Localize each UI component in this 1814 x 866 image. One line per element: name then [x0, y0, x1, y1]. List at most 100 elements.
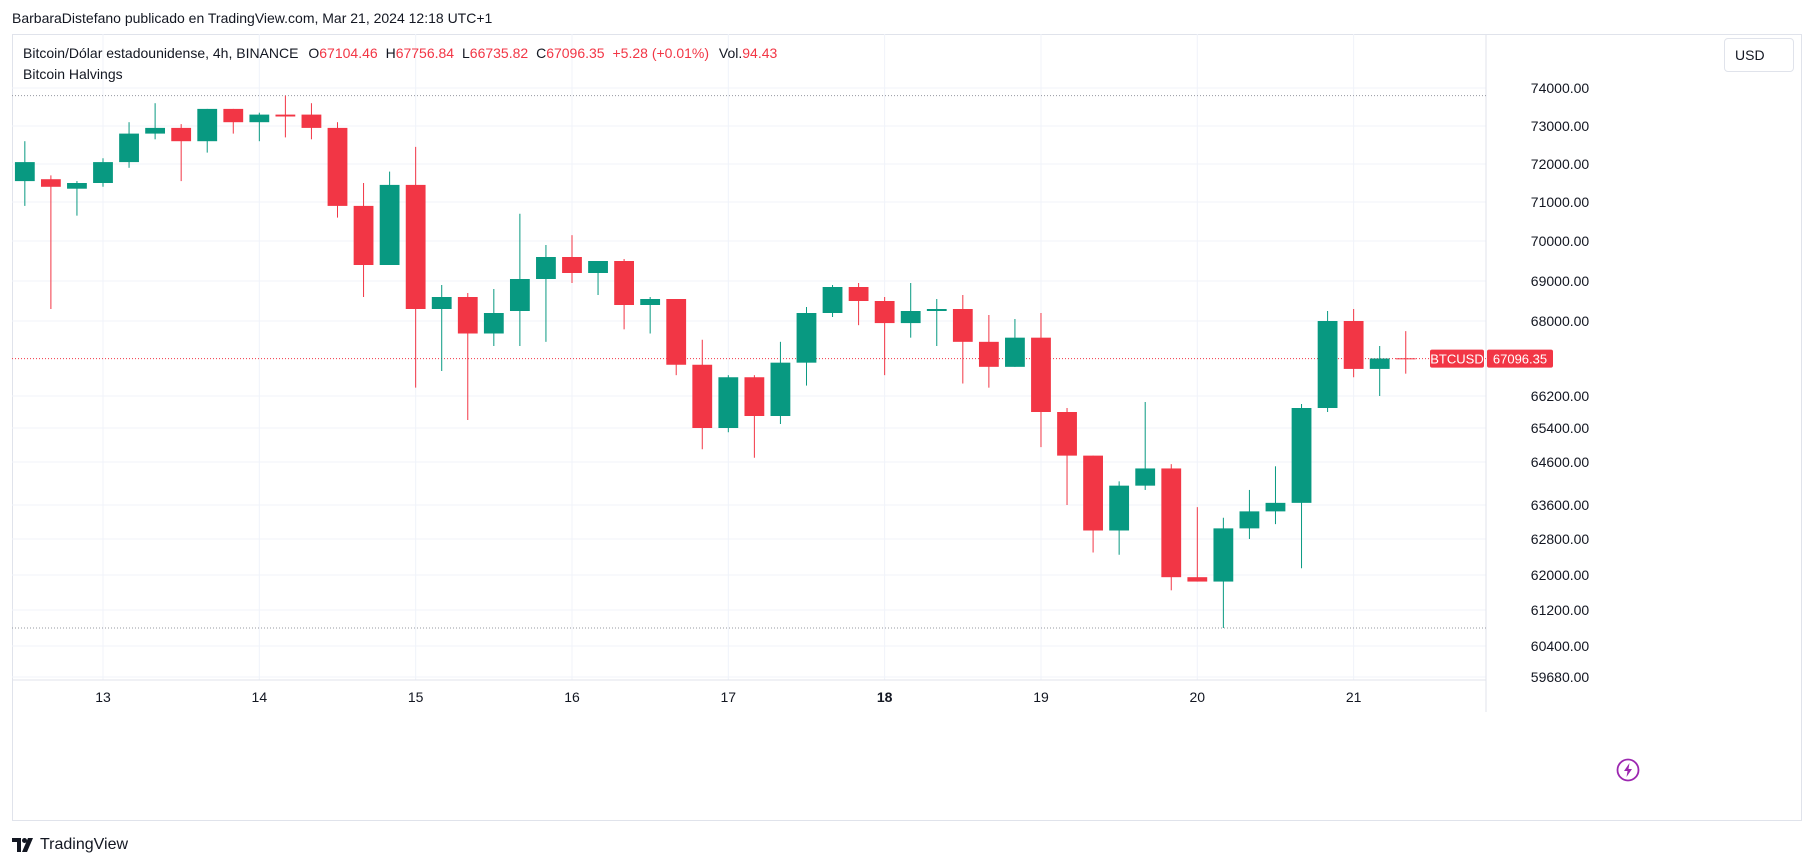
candle-body: [457, 297, 478, 334]
last-price-label-bg: [1487, 349, 1553, 368]
candle-body: [93, 162, 113, 183]
y-tick-label: 68000.00: [1531, 313, 1590, 329]
candle-body: [952, 309, 973, 342]
candle-body: [770, 362, 791, 416]
candle-body: [1109, 485, 1130, 531]
tradingview-branding[interactable]: TradingView: [12, 836, 128, 854]
y-tick-label: 69000.00: [1531, 273, 1590, 289]
y-tick-label: 62800.00: [1531, 531, 1590, 547]
candle-body: [874, 301, 895, 324]
candle-body: [1213, 528, 1234, 582]
symbol-tag-bg: [1430, 349, 1484, 368]
candle-body: [483, 313, 504, 334]
candle-body: [1343, 321, 1364, 369]
y-tick-label: 60400.00: [1531, 638, 1590, 654]
indicator-label[interactable]: Bitcoin Halvings: [23, 66, 123, 82]
candle-body: [145, 127, 166, 134]
y-tick-label: 74000.00: [1531, 80, 1590, 96]
candle-body: [119, 133, 139, 163]
y-tick-label: 72000.00: [1531, 156, 1590, 172]
low-label: L: [461, 45, 470, 61]
candle-body: [1005, 337, 1025, 367]
candle-body: [14, 162, 35, 182]
y-tick-label: 61200.00: [1531, 602, 1590, 618]
candle-body: [692, 364, 713, 428]
candle-body: [1031, 337, 1051, 412]
high-value: 67756.84: [395, 45, 455, 61]
x-tick-label: 16: [564, 689, 580, 705]
candle-body: [536, 257, 556, 279]
x-tick-label: 20: [1190, 689, 1206, 705]
x-tick-label: 14: [252, 689, 268, 705]
candle-body: [275, 114, 296, 117]
candle-body: [249, 114, 270, 123]
y-tick-label: 73000.00: [1531, 118, 1590, 134]
last-price-label: 67096.35: [1493, 352, 1547, 367]
candle-body: [978, 341, 999, 367]
y-tick-label: 62000.00: [1531, 567, 1590, 583]
candle-body: [900, 311, 921, 324]
candle-body: [353, 205, 374, 265]
candle-body: [1187, 577, 1208, 582]
y-tick-label: 65400.00: [1531, 420, 1590, 436]
candle-body: [822, 287, 843, 313]
candle-body: [67, 183, 87, 189]
candle-body: [796, 313, 817, 363]
candle-body: [327, 127, 348, 206]
candle-body: [666, 299, 687, 365]
candle-body: [40, 179, 61, 187]
candle-body: [1265, 502, 1286, 512]
close-label: C: [536, 45, 547, 61]
symbol-description: Bitcoin/Dólar estadounidense, 4h, BINANC…: [23, 45, 299, 61]
brand-name: TradingView: [40, 836, 129, 853]
low-value: 66735.82: [469, 45, 529, 61]
x-tick-label: 17: [721, 689, 737, 705]
candle-body: [1291, 408, 1312, 503]
candle-body: [301, 114, 322, 128]
y-tick-label: 66200.00: [1531, 388, 1590, 404]
tradingview-logo-icon: [12, 838, 33, 852]
candle-body: [1161, 468, 1182, 578]
lightning-icon[interactable]: [1616, 758, 1640, 782]
candle-body: [431, 297, 452, 309]
candle-body: [509, 279, 530, 311]
candle-body: [1317, 321, 1338, 408]
volume-value: 94.43: [742, 45, 778, 61]
y-tick-label: 59680.00: [1531, 669, 1590, 685]
candle-body: [379, 184, 400, 265]
x-tick-label: 15: [408, 689, 424, 705]
candle-body: [1369, 358, 1390, 369]
x-tick-label: 19: [1033, 689, 1049, 705]
open-value: 67104.46: [319, 45, 378, 61]
candle-body: [1239, 511, 1260, 529]
open-label: O: [308, 45, 320, 61]
candle-body: [1083, 455, 1103, 531]
x-tick-label: 18: [877, 689, 893, 705]
candle-body: [1395, 358, 1416, 360]
candle-body: [744, 377, 765, 416]
candle-body: [405, 184, 426, 309]
volume-label: Vol.: [718, 45, 743, 61]
candle-body: [223, 108, 244, 123]
change-value: +5.28 (+0.01%): [612, 45, 710, 61]
candle-body: [718, 377, 739, 428]
candle-body: [640, 299, 661, 305]
y-tick-label: 64600.00: [1531, 454, 1590, 470]
candle-body: [562, 257, 582, 273]
candle-body: [848, 287, 869, 301]
y-tick-label: 71000.00: [1531, 194, 1590, 210]
candle-body: [197, 108, 218, 142]
high-label: H: [385, 45, 396, 61]
candle-body: [588, 261, 608, 273]
currency-button[interactable]: USD: [1724, 38, 1794, 72]
candle-body: [1057, 412, 1077, 456]
candle-body: [614, 261, 635, 305]
y-tick-label: 70000.00: [1531, 233, 1590, 249]
candle-body: [171, 127, 192, 142]
x-tick-label: 13: [95, 689, 111, 705]
ohlc-legend: Bitcoin/Dólar estadounidense, 4h, BINANC…: [23, 45, 777, 61]
y-tick-label: 63600.00: [1531, 497, 1590, 513]
close-value: 67096.35: [546, 45, 605, 61]
candle-body: [926, 309, 947, 311]
